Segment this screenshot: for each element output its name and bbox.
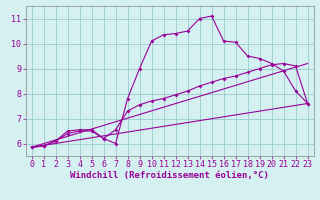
X-axis label: Windchill (Refroidissement éolien,°C): Windchill (Refroidissement éolien,°C): [70, 171, 269, 180]
